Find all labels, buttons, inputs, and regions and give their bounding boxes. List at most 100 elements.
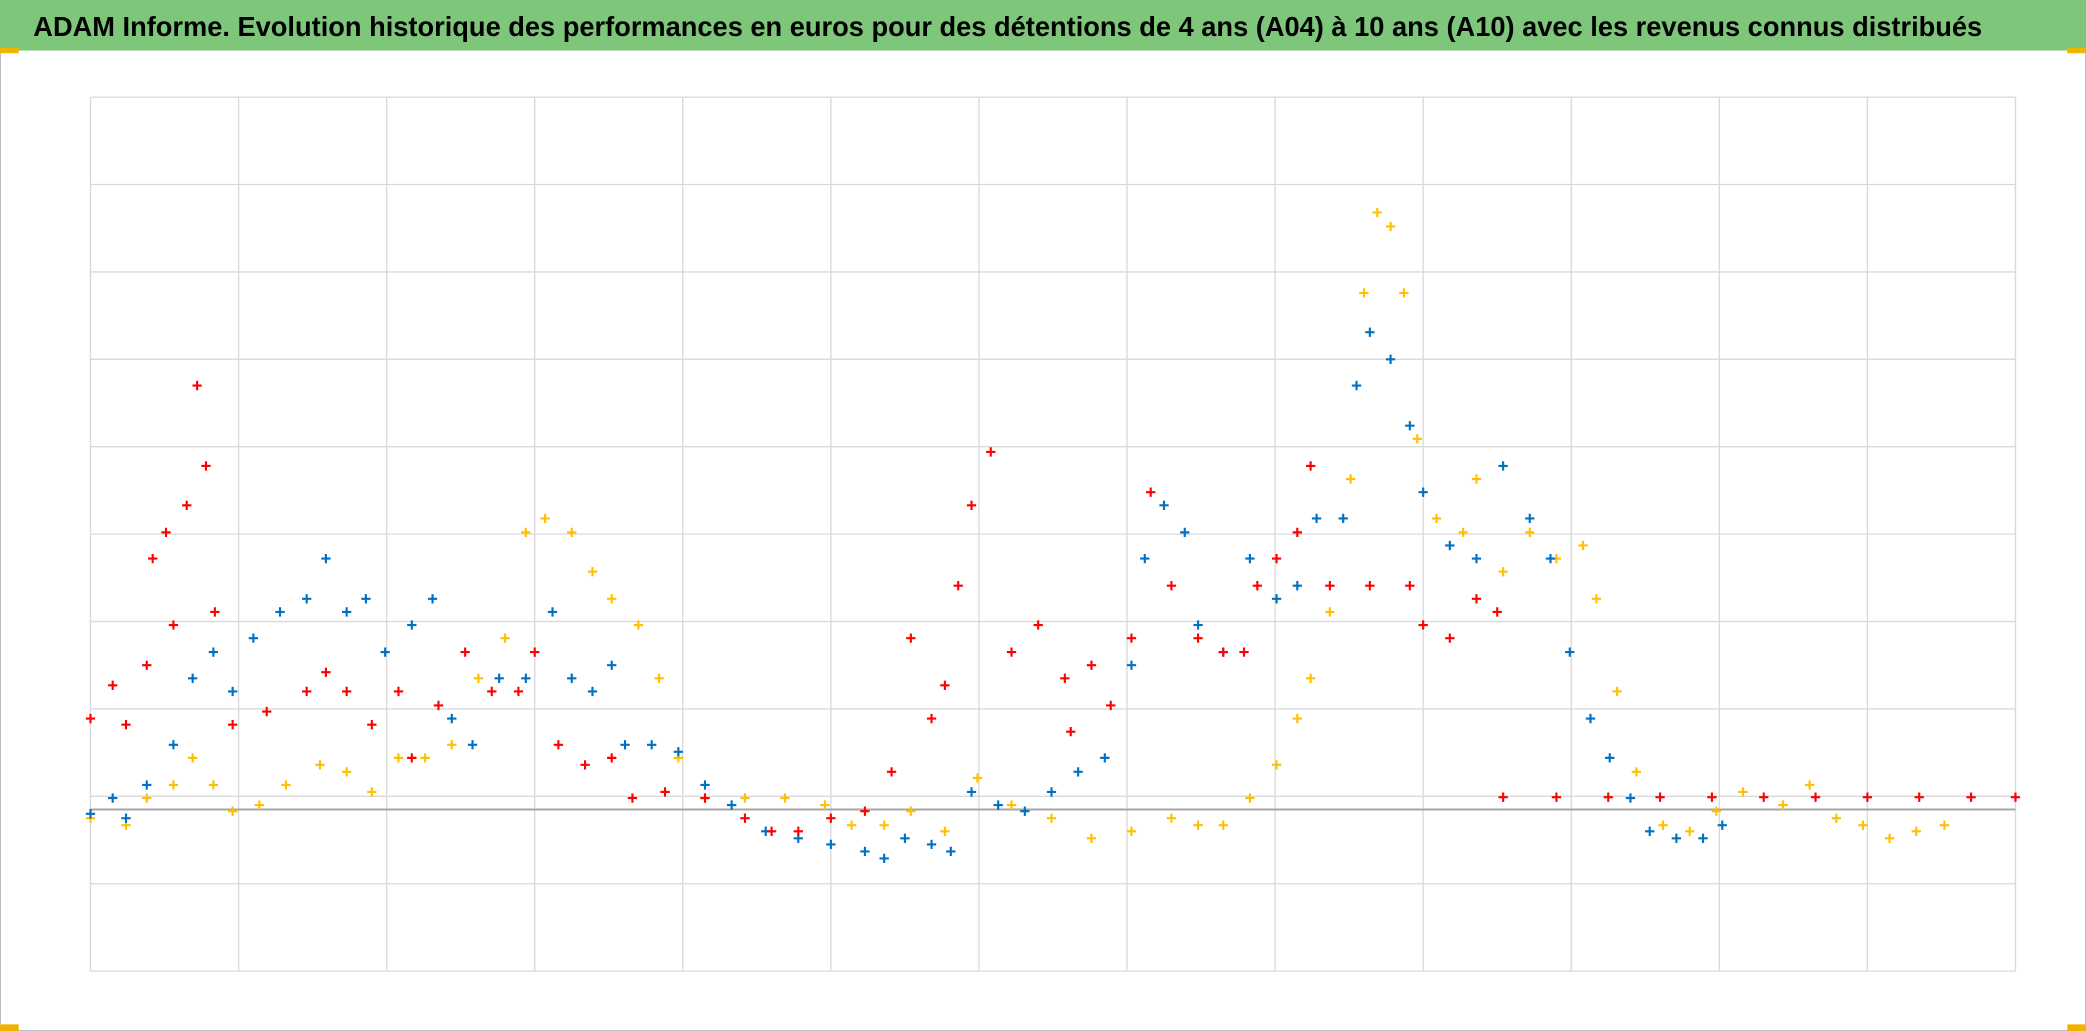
point	[108, 680, 118, 690]
point	[262, 706, 272, 717]
point	[254, 800, 264, 810]
point	[1671, 833, 1682, 843]
point	[1445, 633, 1455, 643]
point	[1020, 806, 1030, 816]
point	[1073, 767, 1083, 777]
corner-handle	[2067, 1024, 2086, 1031]
point	[108, 793, 118, 803]
point	[1603, 792, 1613, 802]
point	[540, 513, 550, 524]
point	[1525, 527, 1535, 538]
point	[1471, 474, 1482, 484]
point	[1146, 487, 1156, 497]
point	[275, 607, 285, 617]
point	[1305, 673, 1316, 683]
point	[1418, 487, 1428, 497]
point	[966, 500, 977, 510]
point	[1338, 513, 1348, 524]
point	[900, 833, 910, 843]
point	[1006, 800, 1017, 810]
point	[1271, 553, 1282, 564]
point	[580, 760, 590, 770]
point	[188, 753, 198, 763]
point	[1292, 581, 1302, 591]
point	[1458, 527, 1468, 538]
point	[1239, 647, 1249, 657]
point	[860, 806, 870, 816]
point	[1966, 792, 1976, 802]
point	[700, 780, 710, 790]
point	[494, 673, 504, 683]
point	[85, 809, 96, 819]
point	[227, 720, 238, 730]
point	[1345, 474, 1356, 484]
point	[972, 773, 983, 783]
point	[587, 567, 598, 577]
point	[826, 813, 836, 823]
point	[1325, 581, 1335, 591]
point	[85, 713, 96, 724]
point	[1245, 553, 1255, 564]
point	[227, 686, 238, 697]
point	[1252, 581, 1262, 591]
point	[1292, 713, 1302, 724]
point	[1914, 792, 1924, 802]
point	[1778, 800, 1788, 810]
point	[1498, 792, 1508, 802]
point	[1271, 760, 1282, 770]
point	[1655, 792, 1665, 802]
point	[1759, 792, 1769, 802]
point	[1492, 607, 1502, 617]
point	[1066, 726, 1076, 737]
point	[210, 607, 220, 617]
point	[607, 594, 617, 604]
point	[1862, 792, 1873, 802]
chart-title: ADAM Informe. Evolution historique des p…	[33, 11, 1982, 42]
point	[513, 686, 524, 697]
point	[1471, 594, 1482, 604]
point	[993, 800, 1003, 810]
point	[740, 813, 750, 823]
point	[1193, 820, 1203, 830]
point	[1939, 820, 1950, 830]
point	[547, 607, 558, 617]
point	[946, 846, 956, 857]
point	[660, 787, 670, 797]
point	[1126, 633, 1137, 643]
point	[1033, 620, 1043, 630]
point	[1625, 793, 1636, 803]
point	[1385, 221, 1396, 232]
point	[1086, 660, 1097, 670]
point	[820, 800, 830, 810]
point	[906, 633, 916, 643]
point	[1498, 567, 1508, 577]
point	[447, 713, 457, 724]
point	[487, 686, 497, 697]
point	[192, 380, 202, 391]
point	[1060, 673, 1070, 683]
point	[766, 826, 777, 836]
point	[607, 660, 617, 670]
point	[607, 753, 617, 763]
point	[1698, 833, 1708, 843]
point	[879, 820, 889, 830]
point	[1159, 500, 1169, 510]
point	[1591, 594, 1602, 604]
point	[1046, 813, 1057, 823]
point	[726, 800, 737, 810]
point	[367, 787, 377, 797]
point	[315, 760, 325, 770]
point	[1046, 787, 1057, 797]
point	[1831, 813, 1841, 823]
point	[826, 839, 836, 850]
point	[1218, 647, 1228, 657]
point	[521, 527, 531, 538]
point	[121, 720, 131, 730]
point	[553, 740, 564, 750]
corner-handle	[2067, 47, 2086, 54]
point	[380, 647, 390, 657]
point	[654, 673, 664, 683]
point	[986, 447, 996, 457]
point	[926, 713, 937, 724]
point	[342, 686, 352, 697]
